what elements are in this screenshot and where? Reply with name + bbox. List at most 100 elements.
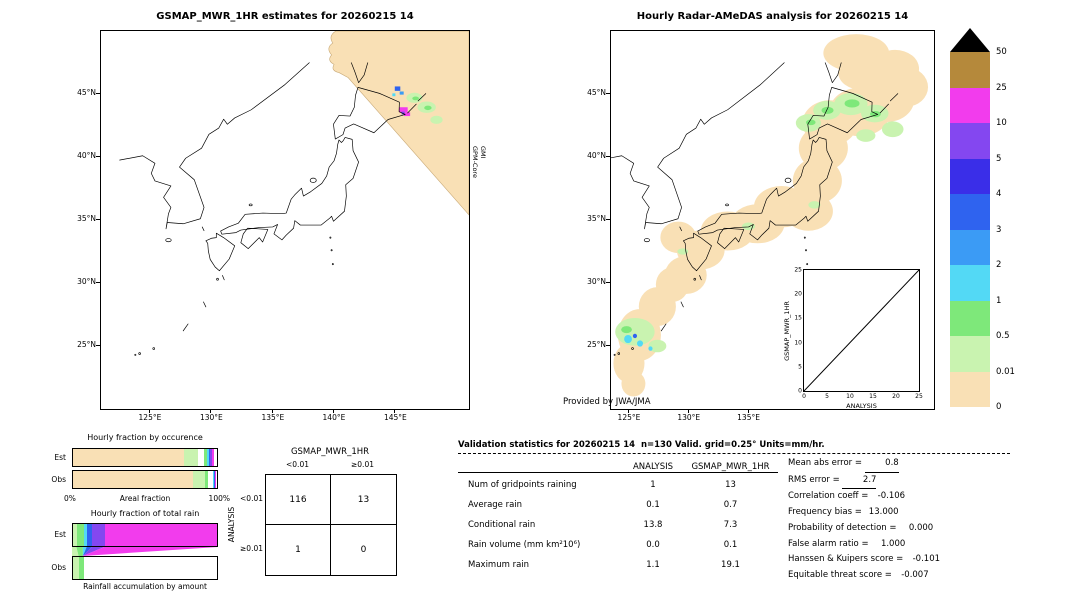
lat-tick-mark — [606, 282, 610, 283]
metric-label: Frequency bias = — [788, 507, 865, 518]
lon-tick-mark — [148, 409, 150, 413]
lon-tick-label: 135°E — [261, 413, 285, 422]
stats-table: ANALYSIS GSMAP_MWR_1HR Num of gridpoints… — [458, 456, 778, 584]
metric-label: Probability of detection = — [788, 522, 900, 533]
occurrence-chart-title: Hourly fraction by occurence — [87, 433, 203, 442]
bar-connector — [72, 547, 79, 556]
bar-segment — [210, 449, 213, 466]
colorbar-segment — [950, 371, 990, 407]
gmi-swath-label-line2: GMI — [479, 146, 487, 159]
inset-y-axis-label: GSMAP_MWR_1HR — [782, 270, 792, 391]
map-left-panel: 45°N 40°N 35°N 30°N 25°N 125°E 130°E 135°E 140°E… — [77, 30, 470, 422]
metric-line: Correlation coeff = -0.106 — [788, 489, 940, 505]
estimated-rain-cells — [392, 86, 443, 124]
metric-label: Equitable threat score = — [788, 569, 895, 580]
inset-x-tick-label: 25 — [915, 393, 923, 400]
stacked-bar — [72, 523, 218, 547]
occurrence-axis-right: 100% — [208, 494, 230, 503]
metric-line: Frequency bias = 13.000 — [788, 505, 940, 521]
contingency-row-label: ≥0.01 — [240, 544, 263, 553]
contingency-col-header: GSMAP_MWR_1HR — [290, 447, 370, 457]
stats-metrics: Mean abs error = 0.8 RMS error = 2.7 Corre… — [788, 456, 940, 584]
inset-y-tick-label: 10 — [794, 339, 802, 347]
stacked-bar — [72, 470, 218, 489]
colorbar-segment — [950, 158, 990, 194]
stats-row-label: Maximum rain — [468, 560, 530, 570]
bar-connectors — [72, 547, 218, 556]
stats-value-analysis: 1.1 — [646, 560, 660, 570]
lat-tick-mark — [606, 344, 610, 346]
lat-tick-label: 30°N — [77, 277, 96, 286]
lat-tick-label: 45°N — [587, 88, 606, 97]
bar-segment — [215, 471, 217, 488]
bar-connector — [82, 547, 218, 556]
inset-x-tick-label: 20 — [892, 393, 900, 400]
stats-table-row: Rain volume (mm km²10⁶) 0.0 0.1 — [458, 535, 778, 555]
metric-line: Mean abs error = 0.8 — [788, 456, 940, 473]
lat-tick-mark — [606, 155, 610, 157]
colorbar-tick-label: 50 — [996, 47, 1007, 57]
bar-segment — [183, 449, 199, 466]
lat-tick-mark — [606, 93, 610, 94]
stats-row-label: Num of gridpoints raining — [468, 480, 577, 490]
metric-label: Hanssen & Kuipers score = — [788, 554, 907, 565]
colorbar — [950, 28, 990, 407]
stats-value-gsmap: 0.7 — [723, 500, 738, 510]
metric-line: Hanssen & Kuipers score = -0.101 — [788, 552, 940, 568]
lat-tick-mark — [96, 219, 100, 220]
bar-segment — [208, 471, 213, 488]
bar-row-label: Est — [54, 452, 66, 462]
gmi-swath-label-line1: GPM-Core — [471, 146, 479, 178]
colorbar-segment — [950, 123, 990, 159]
bar-segment — [214, 449, 217, 466]
lon-tick-label: 130°E — [199, 413, 223, 422]
stats-header-gsmap: GSMAP_MWR_1HR — [691, 462, 770, 472]
map-left-canvas — [119, 31, 469, 356]
lat-tick-label: 35°N — [77, 214, 96, 223]
occurrence-bars: Est Obs — [51, 448, 218, 489]
inset-y-axis-label-text: GSMAP_MWR_1HR — [783, 300, 792, 361]
stats-value-gsmap: 13 — [725, 480, 736, 490]
inset-x-axis-label: ANALYSIS — [846, 402, 877, 410]
colorbar-tick-label: 2 — [996, 260, 1002, 270]
metric-value: 13.000 — [868, 507, 899, 518]
bar-segment — [198, 449, 205, 466]
contingency-cell: 1 — [266, 525, 331, 575]
stats-table-row: Conditional rain 13.8 7.3 — [458, 515, 778, 535]
map-left-title: GSMAP_MWR_1HR estimates for 20260215 14 — [156, 11, 414, 22]
lon-tick-mark — [627, 409, 629, 413]
colorbar-tick-label: 4 — [996, 189, 1002, 199]
metric-line: False alarm ratio = 1.000 — [788, 537, 940, 553]
colorbar-tick-label: 5 — [996, 153, 1002, 164]
occurrence-axis-label: Areal fraction — [119, 494, 171, 503]
stats-row-label: Rain volume (mm km²10⁶) — [468, 540, 581, 550]
metric-label: Mean abs error = — [788, 458, 865, 468]
contingency-row-header-text: ANALYSIS — [227, 506, 236, 542]
lon-tick-mark — [394, 409, 396, 413]
lat-tick-mark — [96, 155, 100, 157]
colorbar-tick-label: 10 — [996, 118, 1007, 128]
metric-value: 0.8 — [864, 456, 899, 473]
metric-value: 2.7 — [842, 473, 877, 490]
lon-tick-label: 125°E — [617, 413, 641, 422]
colorbar-overflow-triangle — [950, 28, 990, 52]
contingency-row-label: <0.01 — [240, 494, 263, 503]
gmi-swath-label: GPM-Core GMI — [471, 146, 487, 178]
inset-y-tick-label: 15 — [794, 314, 802, 322]
lon-tick-label: 135°E — [737, 413, 760, 422]
bar-row-label: Est — [54, 530, 66, 539]
stats-value-analysis: 0.1 — [646, 500, 660, 510]
contingency-col-label: <0.01 — [286, 460, 309, 469]
map-right-credit: Provided by JWA/JMA — [563, 397, 651, 407]
metric-line: Probability of detection = 0.000 — [788, 521, 940, 537]
lon-tick-mark — [747, 409, 749, 413]
inset-x-tick-label: 5 — [825, 393, 829, 400]
metric-label: False alarm ratio = — [788, 538, 872, 549]
lon-tick-mark — [210, 409, 212, 413]
colorbar-tick-label: 25 — [996, 82, 1007, 93]
lon-tick-label: 140°E — [322, 413, 346, 422]
totalrain-chart-title: Hourly fraction of total rain — [90, 509, 200, 518]
bar-segment — [83, 524, 88, 546]
inset-x-tick-label: 0 — [802, 393, 806, 400]
stacked-bar — [72, 448, 218, 467]
